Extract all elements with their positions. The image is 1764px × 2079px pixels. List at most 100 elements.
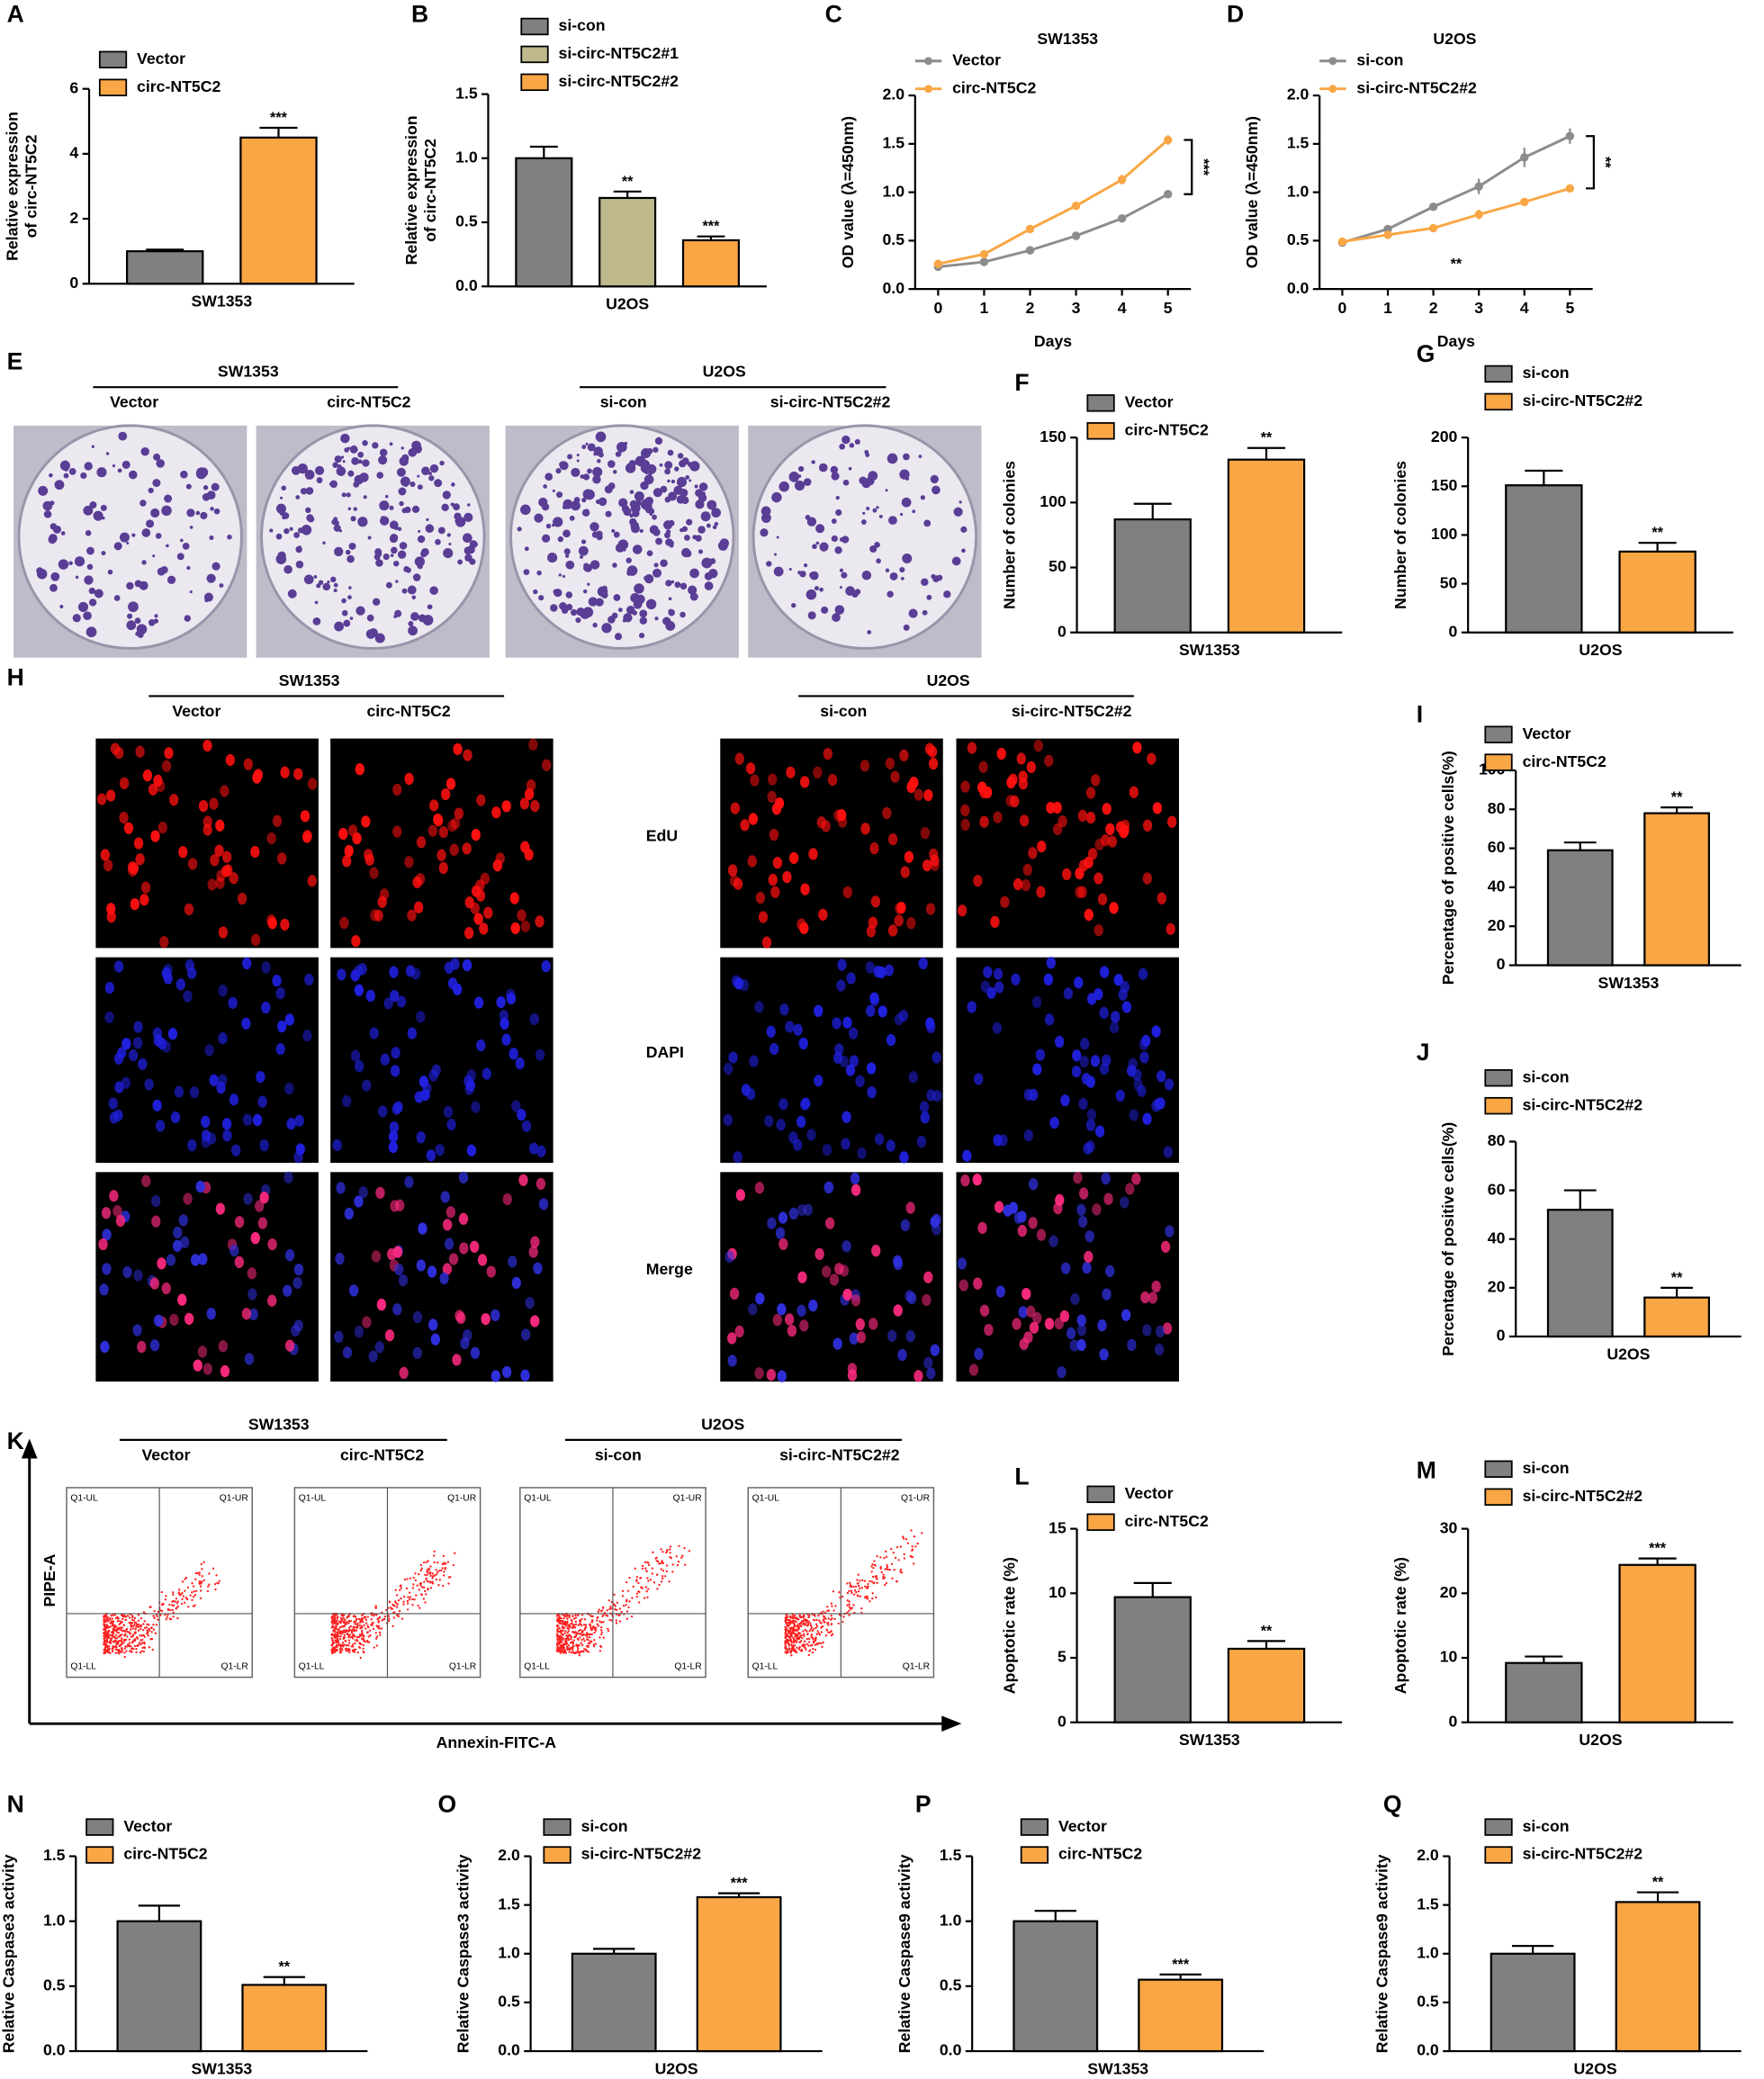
nucleus bbox=[392, 825, 402, 838]
nucleus bbox=[197, 1346, 208, 1358]
event bbox=[402, 1603, 405, 1606]
colony bbox=[598, 497, 608, 507]
event bbox=[579, 1619, 581, 1622]
nucleus bbox=[220, 785, 230, 797]
event bbox=[120, 1628, 122, 1632]
point bbox=[1474, 182, 1483, 191]
colony bbox=[664, 532, 670, 539]
colony bbox=[559, 461, 569, 471]
nucleus bbox=[446, 778, 456, 790]
point bbox=[1071, 231, 1081, 240]
colony bbox=[618, 498, 628, 508]
nucleus bbox=[167, 1028, 178, 1040]
quadrant-label: Q1-LR bbox=[674, 1662, 701, 1672]
colony bbox=[639, 632, 645, 639]
event bbox=[336, 1631, 338, 1634]
nucleus bbox=[962, 1149, 972, 1162]
event bbox=[916, 1542, 919, 1545]
event bbox=[181, 1580, 184, 1583]
colony bbox=[689, 592, 698, 601]
event bbox=[599, 1625, 603, 1629]
event bbox=[336, 1616, 339, 1620]
event bbox=[812, 1638, 814, 1641]
event bbox=[351, 1637, 355, 1640]
colony bbox=[926, 594, 932, 600]
nucleus bbox=[414, 1091, 424, 1103]
event bbox=[415, 1594, 418, 1597]
event bbox=[388, 1600, 392, 1603]
event bbox=[559, 1634, 562, 1637]
event bbox=[118, 1652, 121, 1655]
event bbox=[909, 1554, 913, 1558]
nucleus bbox=[112, 1204, 122, 1218]
event bbox=[795, 1624, 798, 1628]
nucleus bbox=[496, 995, 506, 1009]
colony bbox=[60, 531, 66, 536]
event bbox=[399, 1585, 401, 1588]
y-axis-label: Percentage of positive cells(%) bbox=[1439, 1122, 1457, 1356]
nucleus bbox=[248, 1288, 257, 1300]
event bbox=[630, 1616, 634, 1618]
nucleus bbox=[996, 747, 1006, 760]
colony bbox=[848, 466, 852, 471]
colony bbox=[578, 545, 589, 556]
event bbox=[135, 1651, 138, 1654]
event bbox=[422, 1561, 426, 1564]
event bbox=[821, 1645, 824, 1649]
nucleus bbox=[893, 1304, 903, 1317]
nucleus bbox=[770, 1042, 779, 1056]
x-tick-label: 4 bbox=[1520, 299, 1529, 317]
colony bbox=[127, 613, 133, 619]
colony bbox=[680, 489, 688, 498]
event bbox=[651, 1572, 654, 1575]
event bbox=[807, 1624, 810, 1626]
event bbox=[171, 1591, 175, 1594]
event bbox=[594, 1629, 598, 1632]
event bbox=[556, 1624, 559, 1628]
event bbox=[601, 1606, 605, 1609]
colony bbox=[645, 598, 657, 610]
event bbox=[580, 1643, 584, 1647]
colony bbox=[885, 489, 888, 492]
event bbox=[610, 1601, 613, 1604]
nucleus bbox=[1085, 811, 1096, 824]
nucleus bbox=[974, 1347, 984, 1360]
significance-bracket bbox=[1184, 139, 1193, 195]
nucleus bbox=[1075, 867, 1084, 880]
nucleus bbox=[899, 749, 909, 761]
event bbox=[366, 1631, 370, 1634]
event bbox=[813, 1614, 815, 1616]
event bbox=[442, 1584, 445, 1588]
nucleus bbox=[158, 821, 167, 834]
colony bbox=[347, 470, 355, 477]
event bbox=[338, 1642, 340, 1645]
event bbox=[408, 1591, 411, 1594]
event bbox=[850, 1607, 852, 1611]
event bbox=[641, 1587, 644, 1589]
event bbox=[897, 1559, 900, 1562]
y-tick-label: 200 bbox=[1431, 428, 1458, 446]
colony bbox=[295, 495, 301, 500]
colony bbox=[134, 617, 141, 624]
group-title: SW1353 bbox=[279, 671, 340, 689]
event bbox=[655, 1573, 659, 1576]
event bbox=[818, 1619, 821, 1622]
nucleus bbox=[1070, 1292, 1080, 1305]
colony bbox=[105, 452, 110, 455]
colony bbox=[835, 508, 842, 517]
nucleus bbox=[1076, 1338, 1086, 1352]
event bbox=[338, 1631, 341, 1634]
nucleus bbox=[900, 1219, 911, 1232]
event bbox=[393, 1611, 396, 1614]
colony bbox=[389, 535, 398, 544]
significance: ** bbox=[1261, 1623, 1273, 1639]
point bbox=[1428, 202, 1438, 212]
event bbox=[118, 1650, 122, 1653]
nucleus bbox=[905, 1329, 915, 1343]
colony bbox=[590, 560, 600, 570]
event bbox=[571, 1652, 573, 1654]
event bbox=[403, 1578, 407, 1581]
colony bbox=[186, 565, 191, 571]
colony bbox=[140, 447, 149, 456]
event bbox=[362, 1647, 364, 1651]
